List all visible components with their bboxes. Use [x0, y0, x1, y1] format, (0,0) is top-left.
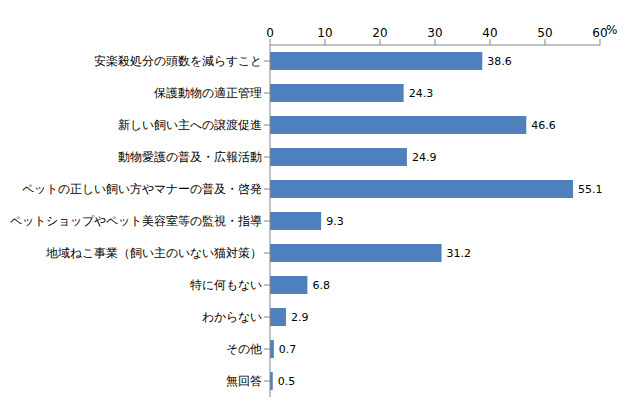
svg-text:40: 40: [482, 26, 497, 40]
svg-text:30: 30: [427, 26, 442, 40]
svg-text:新しい飼い主への譲渡促進: 新しい飼い主への譲渡促進: [118, 118, 262, 132]
svg-text:0: 0: [266, 26, 274, 40]
svg-text:2.9: 2.9: [291, 311, 309, 324]
svg-text:%: %: [606, 23, 617, 37]
svg-text:動物愛護の普及・広報活動: 動物愛護の普及・広報活動: [118, 150, 262, 164]
svg-text:20: 20: [372, 26, 387, 40]
svg-text:24.9: 24.9: [412, 151, 437, 164]
svg-text:10: 10: [317, 26, 332, 40]
svg-text:安楽殺処分の頭数を減らすこと: 安楽殺処分の頭数を減らすこと: [94, 54, 262, 68]
svg-text:46.6: 46.6: [531, 119, 556, 132]
svg-text:0.7: 0.7: [279, 343, 297, 356]
svg-text:31.2: 31.2: [447, 247, 472, 260]
svg-text:無回答: 無回答: [226, 374, 262, 388]
svg-text:地域ねこ事業（飼い主のいない猫対策）: 地域ねこ事業（飼い主のいない猫対策）: [45, 246, 262, 260]
svg-text:特に何もない: 特に何もない: [190, 278, 262, 292]
svg-text:6.8: 6.8: [312, 279, 330, 292]
svg-text:わからない: わからない: [202, 310, 262, 324]
svg-text:ペットの正しい飼い方やマナーの普及・啓発: ペットの正しい飼い方やマナーの普及・啓発: [22, 182, 262, 196]
svg-text:60: 60: [592, 26, 608, 40]
svg-text:0.5: 0.5: [278, 375, 296, 388]
svg-text:9.3: 9.3: [326, 215, 344, 228]
svg-text:保護動物の適正管理: 保護動物の適正管理: [154, 86, 262, 100]
svg-text:ペットショップやペット美容室等の監視・指導: ペットショップやペット美容室等の監視・指導: [10, 214, 262, 228]
svg-text:その他: その他: [226, 342, 262, 356]
svg-text:50: 50: [537, 26, 552, 40]
svg-text:38.6: 38.6: [487, 55, 512, 68]
svg-text:55.1: 55.1: [578, 183, 603, 196]
svg-text:24.3: 24.3: [409, 87, 434, 100]
